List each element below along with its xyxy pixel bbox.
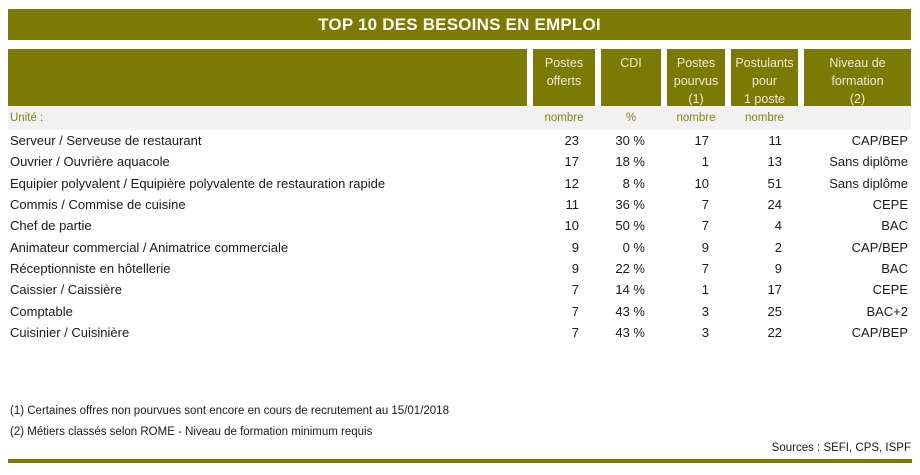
row-value: CEPE bbox=[872, 197, 908, 213]
row-value: 43 % bbox=[615, 324, 645, 340]
row-value: CEPE bbox=[872, 282, 908, 298]
table-row: Chef de partie 10 50 % 7 4 BAC bbox=[8, 215, 911, 237]
table-title: TOP 10 DES BESOINS EN EMPLOI bbox=[318, 14, 601, 34]
row-value: 23 bbox=[564, 133, 579, 149]
unit-cell: % bbox=[625, 112, 637, 124]
row-value: 7 bbox=[701, 260, 709, 276]
row-value: BAC bbox=[881, 260, 908, 276]
row-label: Caissier / Caissière bbox=[10, 282, 122, 298]
row-value: 36 % bbox=[615, 197, 645, 213]
row-value: 22 bbox=[767, 324, 782, 340]
row-label: Animateur commercial / Animatrice commer… bbox=[10, 239, 289, 255]
row-value: CAP/BEP bbox=[851, 324, 908, 340]
row-value: 12 bbox=[564, 175, 579, 191]
row-value: 22 % bbox=[615, 260, 645, 276]
row-value: 25 bbox=[767, 303, 782, 319]
unit-cell: nombre bbox=[745, 112, 784, 124]
row-value: 9 bbox=[701, 239, 709, 255]
row-value: 7 bbox=[571, 303, 579, 319]
row-value: 4 bbox=[774, 218, 782, 234]
row-value: 10 bbox=[564, 218, 579, 234]
bottom-rule bbox=[8, 459, 912, 463]
column-header-empty bbox=[8, 49, 527, 106]
row-value: 7 bbox=[571, 282, 579, 298]
column-header: Postulants pour 1 poste bbox=[731, 49, 798, 106]
row-value: 7 bbox=[701, 197, 709, 213]
row-value: 1 bbox=[701, 282, 709, 298]
footnote-2: (2) Métiers classés selon ROME - Niveau … bbox=[10, 426, 373, 438]
row-value: Sans diplôme bbox=[829, 154, 908, 170]
footnotes: (1) Certaines offres non pourvues sont e… bbox=[10, 401, 449, 443]
table-row: Equipier polyvalent / Equipière polyvale… bbox=[8, 172, 911, 194]
table-row: Ouvrier / Ouvrière aquacole 17 18 % 1 13 Sans… bbox=[8, 151, 911, 173]
row-value: 11 bbox=[565, 197, 580, 213]
row-value: 43 % bbox=[615, 303, 645, 319]
table-row: Commis / Commise de cuisine 11 36 % 7 24 CEPE bbox=[8, 193, 911, 216]
row-value: 9 bbox=[571, 260, 579, 276]
row-value: 3 bbox=[701, 324, 709, 340]
row-value: 17 bbox=[694, 133, 709, 149]
table-row: Caissier / Caissière 7 14 % 1 17 CEPE bbox=[8, 279, 911, 301]
row-value: 18 % bbox=[615, 154, 645, 170]
column-header: Postes offerts bbox=[533, 49, 595, 106]
table-row: Comptable 7 43 % 3 25 BAC+2 bbox=[8, 300, 911, 322]
row-value: BAC+2 bbox=[866, 303, 908, 319]
row-value: 2 bbox=[774, 239, 782, 255]
row-value: 24 bbox=[767, 197, 782, 213]
row-value: 51 bbox=[767, 175, 782, 191]
row-value: 17 bbox=[767, 282, 782, 298]
unit-row: Unité : nombre% nombre nombre bbox=[8, 106, 911, 130]
row-value: CAP/BEP bbox=[851, 239, 908, 255]
row-value: Sans diplôme bbox=[829, 175, 908, 191]
row-value: 9 bbox=[571, 239, 579, 255]
row-value: 9 bbox=[774, 260, 782, 276]
row-label: Réceptionniste en hôtellerie bbox=[10, 260, 171, 276]
row-value: 3 bbox=[701, 303, 709, 319]
row-label: Chef de partie bbox=[10, 218, 92, 234]
row-label: Comptable bbox=[10, 303, 73, 319]
row-value: 7 bbox=[571, 324, 579, 340]
footnote-1: (1) Certaines offres non pourvues sont e… bbox=[10, 405, 449, 417]
column-header: Postes pourvus (1) bbox=[667, 49, 725, 106]
row-label: Commis / Commise de cuisine bbox=[10, 197, 186, 213]
unit-label: Unité : bbox=[10, 112, 44, 124]
row-value: 50 % bbox=[615, 218, 645, 234]
row-label: Ouvrier / Ouvrière aquacole bbox=[10, 154, 170, 170]
row-value: 10 bbox=[694, 175, 709, 191]
table-body: Serveur / Serveuse de restaurant 23 30 % 17… bbox=[8, 130, 911, 343]
table-title-bar: TOP 10 DES BESOINS EN EMPLOI bbox=[8, 9, 911, 40]
row-label: Serveur / Serveuse de restaurant bbox=[10, 133, 202, 149]
row-value: 11 bbox=[768, 133, 783, 149]
sources-line: Sources : SEFI, CPS, ISPF bbox=[771, 442, 911, 454]
table-row: Cuisinier / Cuisinière 7 43 % 3 22 CAP/BEP bbox=[8, 321, 911, 343]
row-value: 8 % bbox=[622, 175, 645, 191]
table-row: Animateur commercial / Animatrice commer… bbox=[8, 236, 911, 258]
row-value: 30 % bbox=[615, 133, 645, 149]
row-value: 17 bbox=[564, 154, 579, 170]
unit-cell: nombre bbox=[676, 112, 716, 124]
row-value: 0 % bbox=[622, 239, 645, 255]
column-header: Niveau de formation (2) bbox=[804, 49, 911, 106]
table-header-row: Postes offerts CDI Postes pourvus (1) Postu… bbox=[8, 49, 911, 106]
row-label: Equipier polyvalent / Equipière polyvale… bbox=[10, 175, 386, 191]
row-value: 1 bbox=[701, 154, 709, 170]
row-value: BAC bbox=[881, 218, 908, 234]
row-value: 14 % bbox=[615, 282, 645, 298]
table-row: Serveur / Serveuse de restaurant 23 30 % 17… bbox=[8, 130, 911, 152]
column-header: CDI bbox=[601, 49, 661, 106]
row-value: 13 bbox=[767, 154, 782, 170]
table-row: Réceptionniste en hôtellerie 9 22 % 7 9 BAC bbox=[8, 257, 911, 280]
unit-cell: nombre bbox=[544, 112, 584, 124]
row-value: CAP/BEP bbox=[851, 133, 908, 149]
row-label: Cuisinier / Cuisinière bbox=[10, 324, 130, 340]
row-value: 7 bbox=[701, 218, 709, 234]
